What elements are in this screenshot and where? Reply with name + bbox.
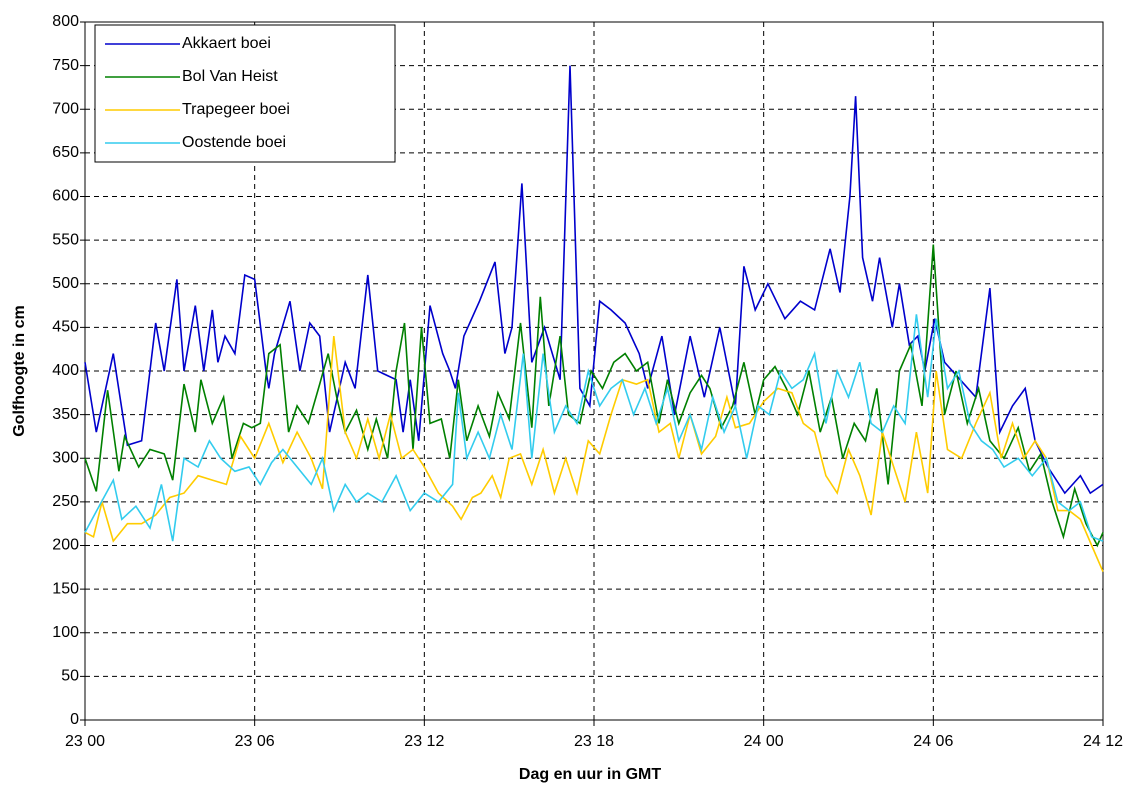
x-tick-label: 23 18 (574, 733, 614, 750)
y-tick-label: 450 (52, 319, 79, 336)
x-axis-label: Dag en uur in GMT (519, 766, 661, 783)
x-tick-label: 24 06 (913, 733, 953, 750)
x-tick-label: 24 12 (1083, 733, 1123, 750)
series-line (84, 244, 1104, 548)
lines (84, 65, 1104, 573)
y-tick-label: 100 (52, 624, 79, 641)
y-tick-label: 50 (61, 668, 79, 685)
x-tick-label: 24 00 (744, 733, 784, 750)
series-line (84, 336, 1104, 573)
y-tick-label: 400 (52, 362, 79, 379)
y-tick-label: 300 (52, 449, 79, 466)
y-tick-label: 500 (52, 275, 79, 292)
legend-label: Bol Van Heist (182, 68, 278, 85)
legend-box (94, 24, 396, 163)
legend-label: Oostende boei (182, 134, 286, 151)
y-tick-label: 750 (52, 57, 79, 74)
y-tick-label: 150 (52, 580, 79, 597)
y-tick-label: 250 (52, 493, 79, 510)
y-tick-label: 0 (70, 711, 79, 728)
legend: Akkaert boei Bol Van Heist Trapegeer boei O… (94, 24, 396, 163)
y-tick-label: 350 (52, 406, 79, 423)
y-tick-label: 650 (52, 144, 79, 161)
y-tick-label: 800 (52, 13, 79, 30)
y-tick-label: 700 (52, 100, 79, 117)
x-tick-label: 23 06 (235, 733, 275, 750)
series-line (84, 314, 1104, 542)
series-line (84, 65, 1104, 495)
legend-label: Trapegeer boei (182, 101, 290, 118)
legend-label: Akkaert boei (182, 35, 271, 52)
y-tick-label: 550 (52, 231, 79, 248)
x-tick-label: 23 00 (65, 733, 105, 750)
x-tick-label: 23 12 (404, 733, 444, 750)
y-axis-label: Golfhoogte in cm (11, 305, 28, 437)
y-tick-label: 200 (52, 537, 79, 554)
y-tick-label: 600 (52, 188, 79, 205)
